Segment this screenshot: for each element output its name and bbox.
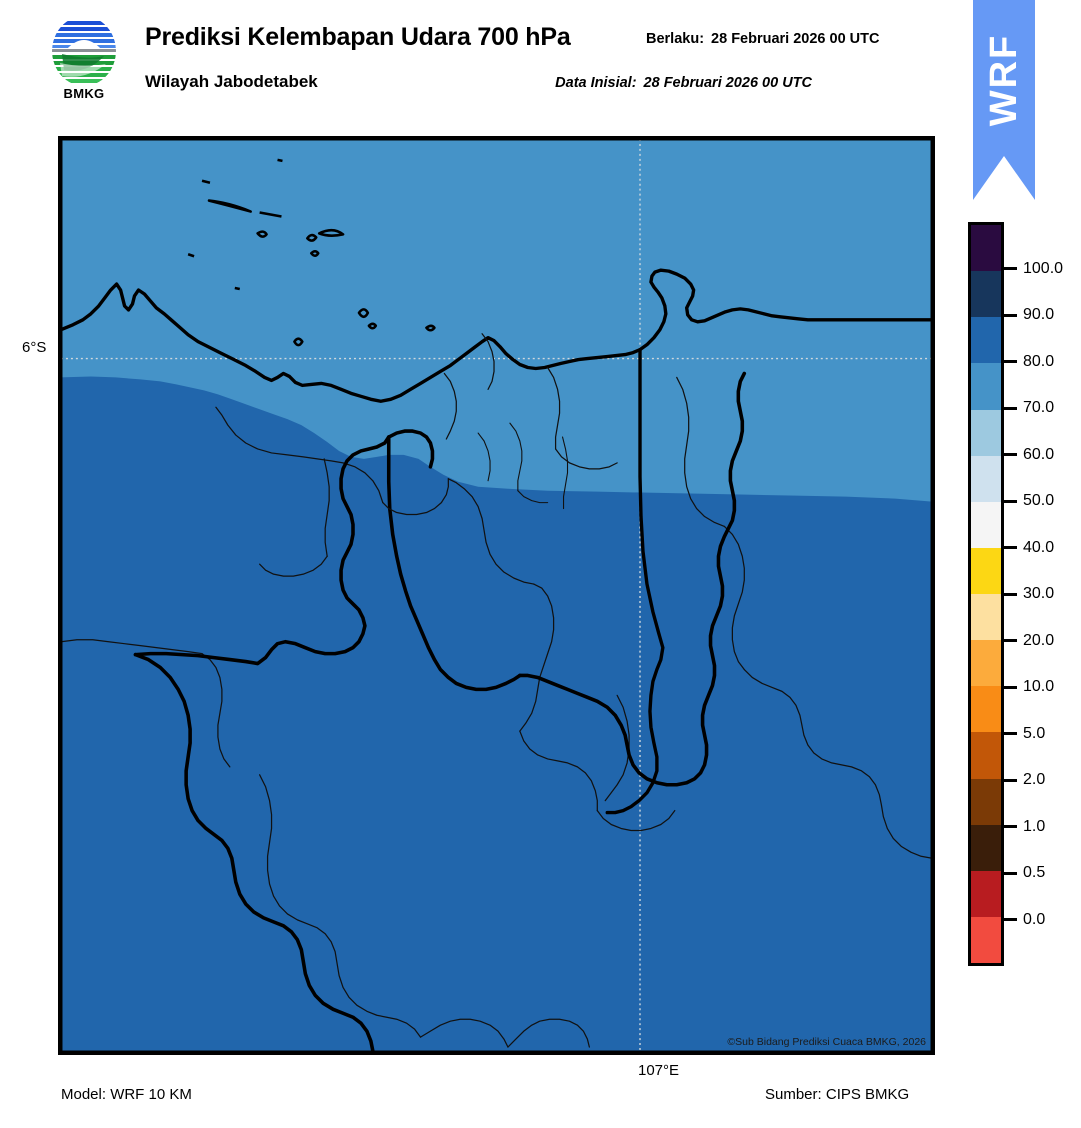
- colorbar-tick-label: 60.0: [1023, 445, 1055, 463]
- colorbar-gradient: [968, 222, 1004, 966]
- islands-kepulauan-seribu: [187, 158, 436, 347]
- coastline-java: [61, 268, 932, 403]
- wrf-ribbon-banner: WRF: [973, 0, 1035, 200]
- colorbar-tick-label: 20.0: [1023, 631, 1055, 649]
- colorbar-tick-label: 30.0: [1023, 585, 1055, 602]
- boundary-dki-jakarta: [386, 435, 522, 692]
- colorbar-band: [971, 409, 1001, 456]
- colorbar-tick: [1004, 685, 1017, 689]
- initial-data-time: Data Inisial: 28 Februari 2026 00 UTC: [555, 75, 812, 91]
- colorbar-tick-label: 40.0: [1023, 538, 1055, 556]
- valid-time-label: Berlaku:: [646, 31, 705, 47]
- colorbar-tick: [1004, 267, 1017, 270]
- latitude-tick-label: 6°S: [22, 339, 47, 356]
- boundary-jakarta-subdistricts: [477, 422, 569, 510]
- colorbar-band: [971, 225, 1001, 272]
- humidity-band-80-90: [61, 376, 932, 1052]
- boundary-west-thick: [133, 652, 375, 1052]
- valid-time: Berlaku: 28 Februari 2026 00 UTC: [646, 31, 879, 47]
- colorbar-band: [971, 778, 1001, 825]
- forecast-map[interactable]: ©Sub Bidang Prediksi Cuaca BMKG, 2026: [58, 136, 935, 1055]
- colorbar: 0.0 0.5 1.0 2.0 5.0 10.0 20.0 30.0 40.0 50.0 60.0 7…: [968, 222, 1081, 966]
- colorbar-tick: [1004, 871, 1017, 875]
- initial-data-label: Data Inisial:: [555, 75, 637, 91]
- bmkg-logo-label: BMKG: [63, 86, 105, 101]
- colorbar-tick-label: 0.0: [1023, 910, 1046, 928]
- valid-time-value: 28 Februari 2026 00 UTC: [711, 31, 880, 47]
- page-title: Prediksi Kelembapan Udara 700 hPa: [145, 23, 571, 51]
- colorbar-tick: [1004, 778, 1017, 782]
- bmkg-logo-disc: [52, 16, 116, 86]
- boundary-south-central-thick: [386, 429, 435, 469]
- colorbar-tick: [1004, 546, 1017, 549]
- colorbar-band: [971, 455, 1001, 502]
- colorbar-band: [971, 501, 1001, 548]
- bmkg-logo: BMKG: [44, 16, 124, 104]
- colorbar-band: [971, 916, 1001, 963]
- boundary-kabupaten-bogor-thick: [133, 435, 391, 666]
- colorbar-tick: [1004, 406, 1017, 410]
- colorbar-tick-label: 2.0: [1023, 771, 1046, 788]
- coastline-jakarta-bay: [605, 347, 665, 815]
- colorbar-tick-label: 10.0: [1023, 678, 1055, 695]
- longitude-tick-label: 107°E: [638, 1062, 680, 1079]
- map-canvas: [61, 139, 932, 1052]
- colorbar-band: [971, 640, 1001, 687]
- boundary-bekasi-thick: [518, 371, 747, 787]
- colorbar-tick-label: 90.0: [1023, 306, 1055, 323]
- colorbar-tick: [1004, 918, 1017, 921]
- page-subtitle: Wilayah Jabodetabek: [145, 72, 318, 91]
- colorbar-tick: [1004, 732, 1017, 735]
- map-copyright: ©Sub Bidang Prediksi Cuaca BMKG, 2026: [727, 1036, 926, 1048]
- colorbar-tick: [1004, 592, 1017, 596]
- colorbar-tick-label: 5.0: [1023, 724, 1046, 742]
- colorbar-tick-label: 50.0: [1023, 492, 1055, 509]
- colorbar-tick: [1004, 825, 1017, 828]
- colorbar-tick-label: 100.0: [1023, 259, 1064, 277]
- colorbar-tick: [1004, 360, 1017, 363]
- colorbar-tick-label: 1.0: [1023, 817, 1046, 835]
- colorbar-tick: [1004, 453, 1017, 456]
- colorbar-band: [971, 686, 1001, 733]
- colorbar-tick: [1004, 639, 1017, 642]
- source-note: Sumber: CIPS BMKG: [765, 1086, 910, 1103]
- colorbar-band: [971, 271, 1001, 318]
- colorbar-band: [971, 547, 1001, 594]
- colorbar-tick-label: 70.0: [1023, 399, 1055, 416]
- colorbar-band: [971, 363, 1001, 410]
- boundary-kabupaten-lines: [61, 333, 932, 1048]
- colorbar-band: [971, 317, 1001, 364]
- header: BMKG Prediksi Kelembapan Udara 700 hPa B…: [0, 0, 960, 120]
- bmkg-logo-icon: [52, 16, 116, 86]
- colorbar-band: [971, 732, 1001, 779]
- colorbar-band: [971, 870, 1001, 917]
- colorbar-band: [971, 594, 1001, 641]
- initial-data-value: 28 Februari 2026 00 UTC: [643, 75, 812, 91]
- colorbar-band: [971, 824, 1001, 871]
- model-note: Model: WRF 10 KM: [61, 1086, 192, 1103]
- colorbar-tick: [1004, 499, 1017, 503]
- colorbar-tick: [1004, 313, 1017, 317]
- colorbar-tick-label: 80.0: [1023, 352, 1055, 370]
- colorbar-tick-label: 0.5: [1023, 864, 1046, 881]
